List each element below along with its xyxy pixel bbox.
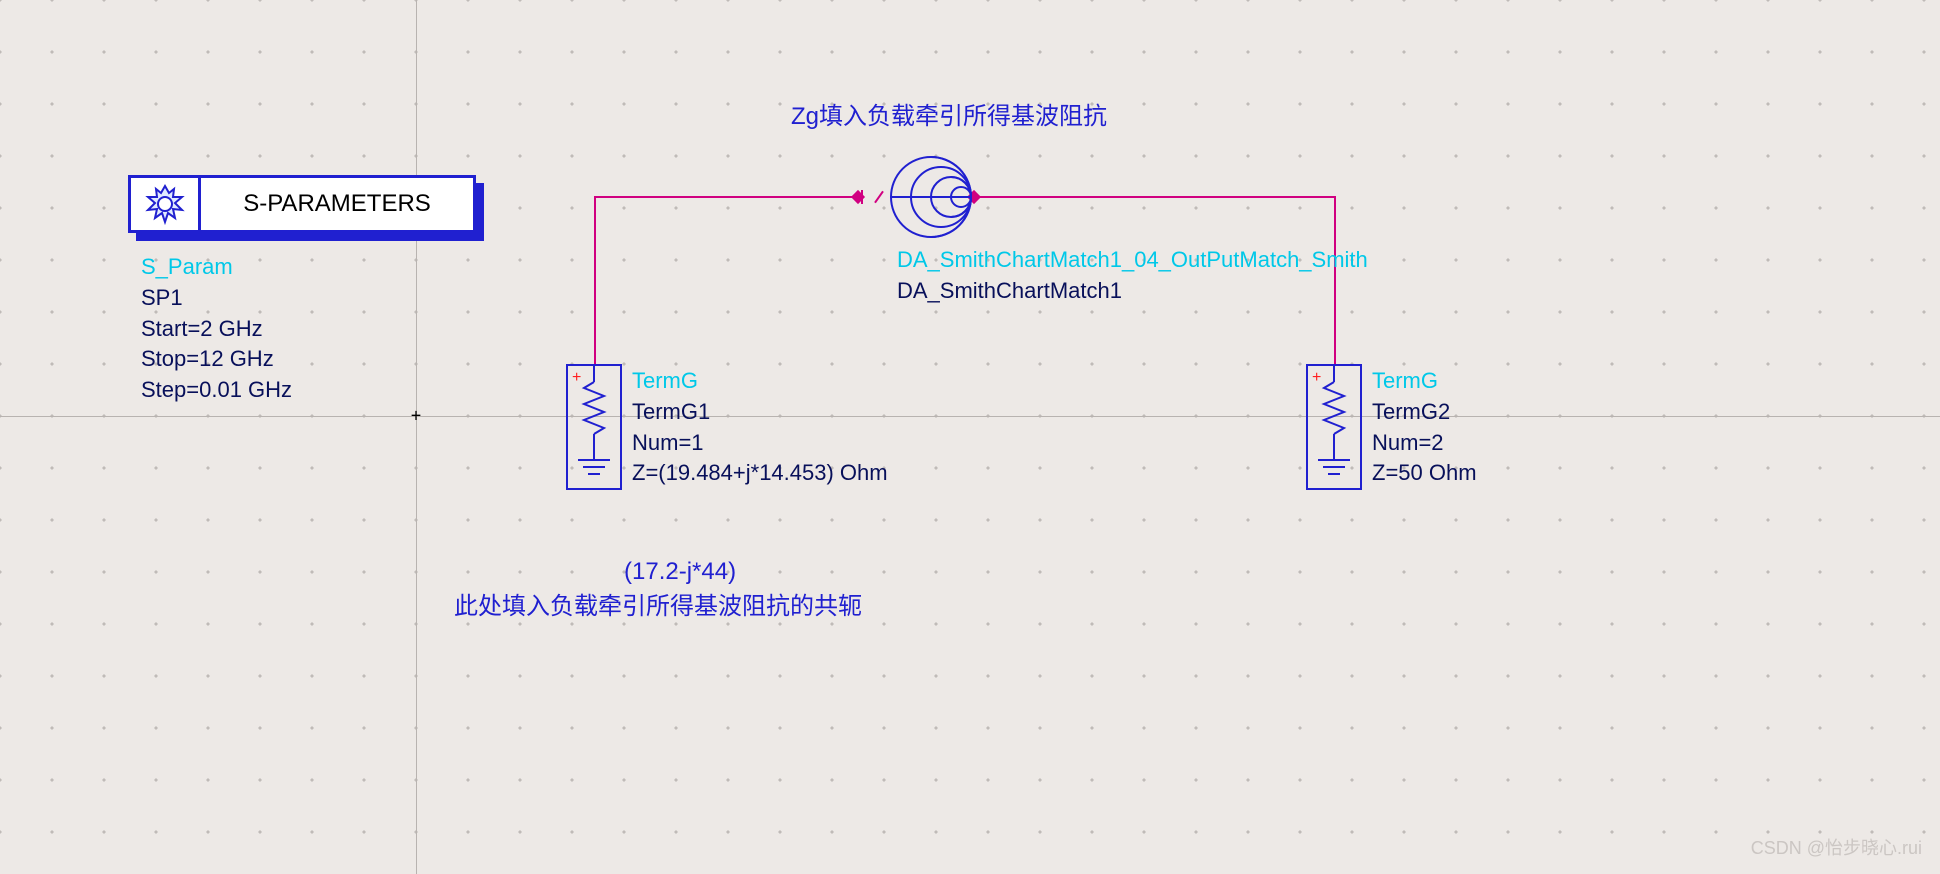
sparam-p3: Step=0.01 GHz bbox=[141, 375, 292, 406]
term1-type: TermG bbox=[632, 366, 888, 397]
term2-symbol: + bbox=[1306, 364, 1362, 490]
sparam-name: S_Param bbox=[141, 252, 292, 283]
svg-text:+: + bbox=[1312, 369, 1321, 386]
wire-tick-left bbox=[861, 190, 863, 204]
wire-top-right bbox=[974, 196, 1336, 198]
term1-instance: TermG1 bbox=[632, 397, 888, 428]
axis-horizontal bbox=[0, 416, 1940, 417]
smith-labels: DA_SmithChartMatch1_04_OutPutMatch_Smith… bbox=[897, 245, 1368, 307]
term1-p1: Num=1 bbox=[632, 428, 888, 459]
sparam-title: S-PARAMETERS bbox=[201, 178, 473, 230]
term1-labels: TermG TermG1 Num=1 Z=(19.484+j*14.453) O… bbox=[632, 366, 888, 489]
bottom-annotation: (17.2-j*44) 此处填入负载牵引所得基波阻抗的共轭 bbox=[454, 555, 862, 625]
sparam-gear-icon bbox=[131, 178, 201, 230]
smith-instance: DA_SmithChartMatch1 bbox=[897, 276, 1368, 307]
sparam-p1: Start=2 GHz bbox=[141, 314, 292, 345]
sparam-instance: SP1 bbox=[141, 283, 292, 314]
term2-p2: Z=50 Ohm bbox=[1372, 458, 1477, 489]
bottom-value: (17.2-j*44) bbox=[454, 555, 862, 590]
watermark: CSDN @怡步晓心.rui bbox=[1751, 834, 1922, 860]
smith-chart-icon[interactable] bbox=[889, 155, 973, 239]
origin-marker: + bbox=[411, 406, 422, 427]
term2-labels: TermG TermG2 Num=2 Z=50 Ohm bbox=[1372, 366, 1477, 489]
smith-name: DA_SmithChartMatch1_04_OutPutMatch_Smith bbox=[897, 245, 1368, 276]
term2-p1: Num=2 bbox=[1372, 428, 1477, 459]
term1-symbol: + bbox=[566, 364, 622, 490]
axis-vertical bbox=[416, 0, 417, 874]
sparam-params: S_Param SP1 Start=2 GHz Stop=12 GHz Step… bbox=[141, 252, 292, 406]
sparam-p2: Stop=12 GHz bbox=[141, 344, 292, 375]
top-annotation: Zg填入负载牵引所得基波阻抗 bbox=[791, 100, 1107, 134]
wire-drop-left bbox=[594, 196, 596, 364]
wire-top-left bbox=[595, 196, 858, 198]
term2-instance: TermG2 bbox=[1372, 397, 1477, 428]
bottom-text: 此处填入负载牵引所得基波阻抗的共轭 bbox=[454, 590, 862, 625]
svg-text:+: + bbox=[572, 369, 581, 386]
term1-p2: Z=(19.484+j*14.453) Ohm bbox=[632, 458, 888, 489]
sparam-box[interactable]: S-PARAMETERS bbox=[128, 175, 476, 233]
term2-type: TermG bbox=[1372, 366, 1477, 397]
